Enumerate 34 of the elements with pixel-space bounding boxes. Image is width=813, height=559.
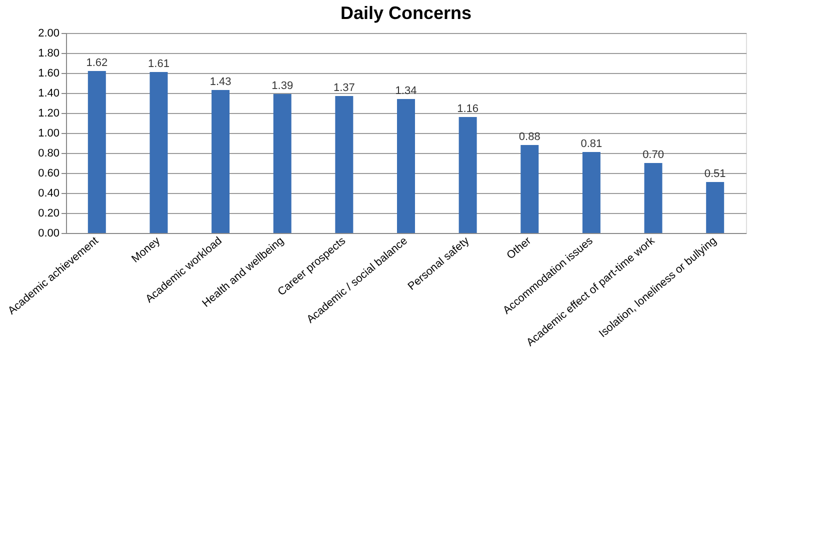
y-tick-label: 1.60 — [38, 68, 60, 80]
bar — [88, 71, 106, 233]
bar — [458, 117, 477, 233]
y-tick-label: 1.40 — [38, 88, 60, 100]
chart-title: Daily Concerns — [340, 3, 472, 23]
y-tick-label: 0.60 — [38, 168, 60, 180]
bar — [644, 163, 662, 233]
data-label: 1.34 — [395, 85, 417, 97]
y-tick-label: 1.20 — [38, 108, 60, 120]
bar — [582, 152, 600, 233]
data-label: 0.81 — [580, 138, 602, 150]
data-label: 0.88 — [518, 131, 540, 143]
data-label: 1.37 — [333, 82, 355, 94]
data-label: 1.43 — [210, 76, 232, 88]
bar — [706, 182, 724, 233]
data-label: 1.62 — [86, 57, 108, 69]
bar — [273, 94, 292, 233]
y-tick-label: 0.00 — [38, 228, 60, 240]
bar — [335, 96, 354, 233]
bar — [397, 99, 415, 233]
y-tick-label: 1.00 — [38, 128, 60, 140]
y-tick-label: 2.00 — [38, 28, 60, 40]
y-tick-label: 0.20 — [38, 208, 60, 220]
y-tick-label: 0.80 — [38, 148, 60, 160]
bar — [150, 72, 168, 233]
data-label: 1.39 — [272, 80, 294, 92]
y-tick-label: 1.80 — [38, 48, 60, 60]
bar — [212, 90, 230, 233]
data-label: 0.51 — [704, 168, 726, 180]
data-label: 1.16 — [457, 103, 479, 115]
y-tick-label: 0.40 — [38, 188, 60, 200]
data-label: 1.61 — [148, 58, 170, 70]
bar — [520, 145, 539, 233]
data-label: 0.70 — [642, 149, 664, 161]
